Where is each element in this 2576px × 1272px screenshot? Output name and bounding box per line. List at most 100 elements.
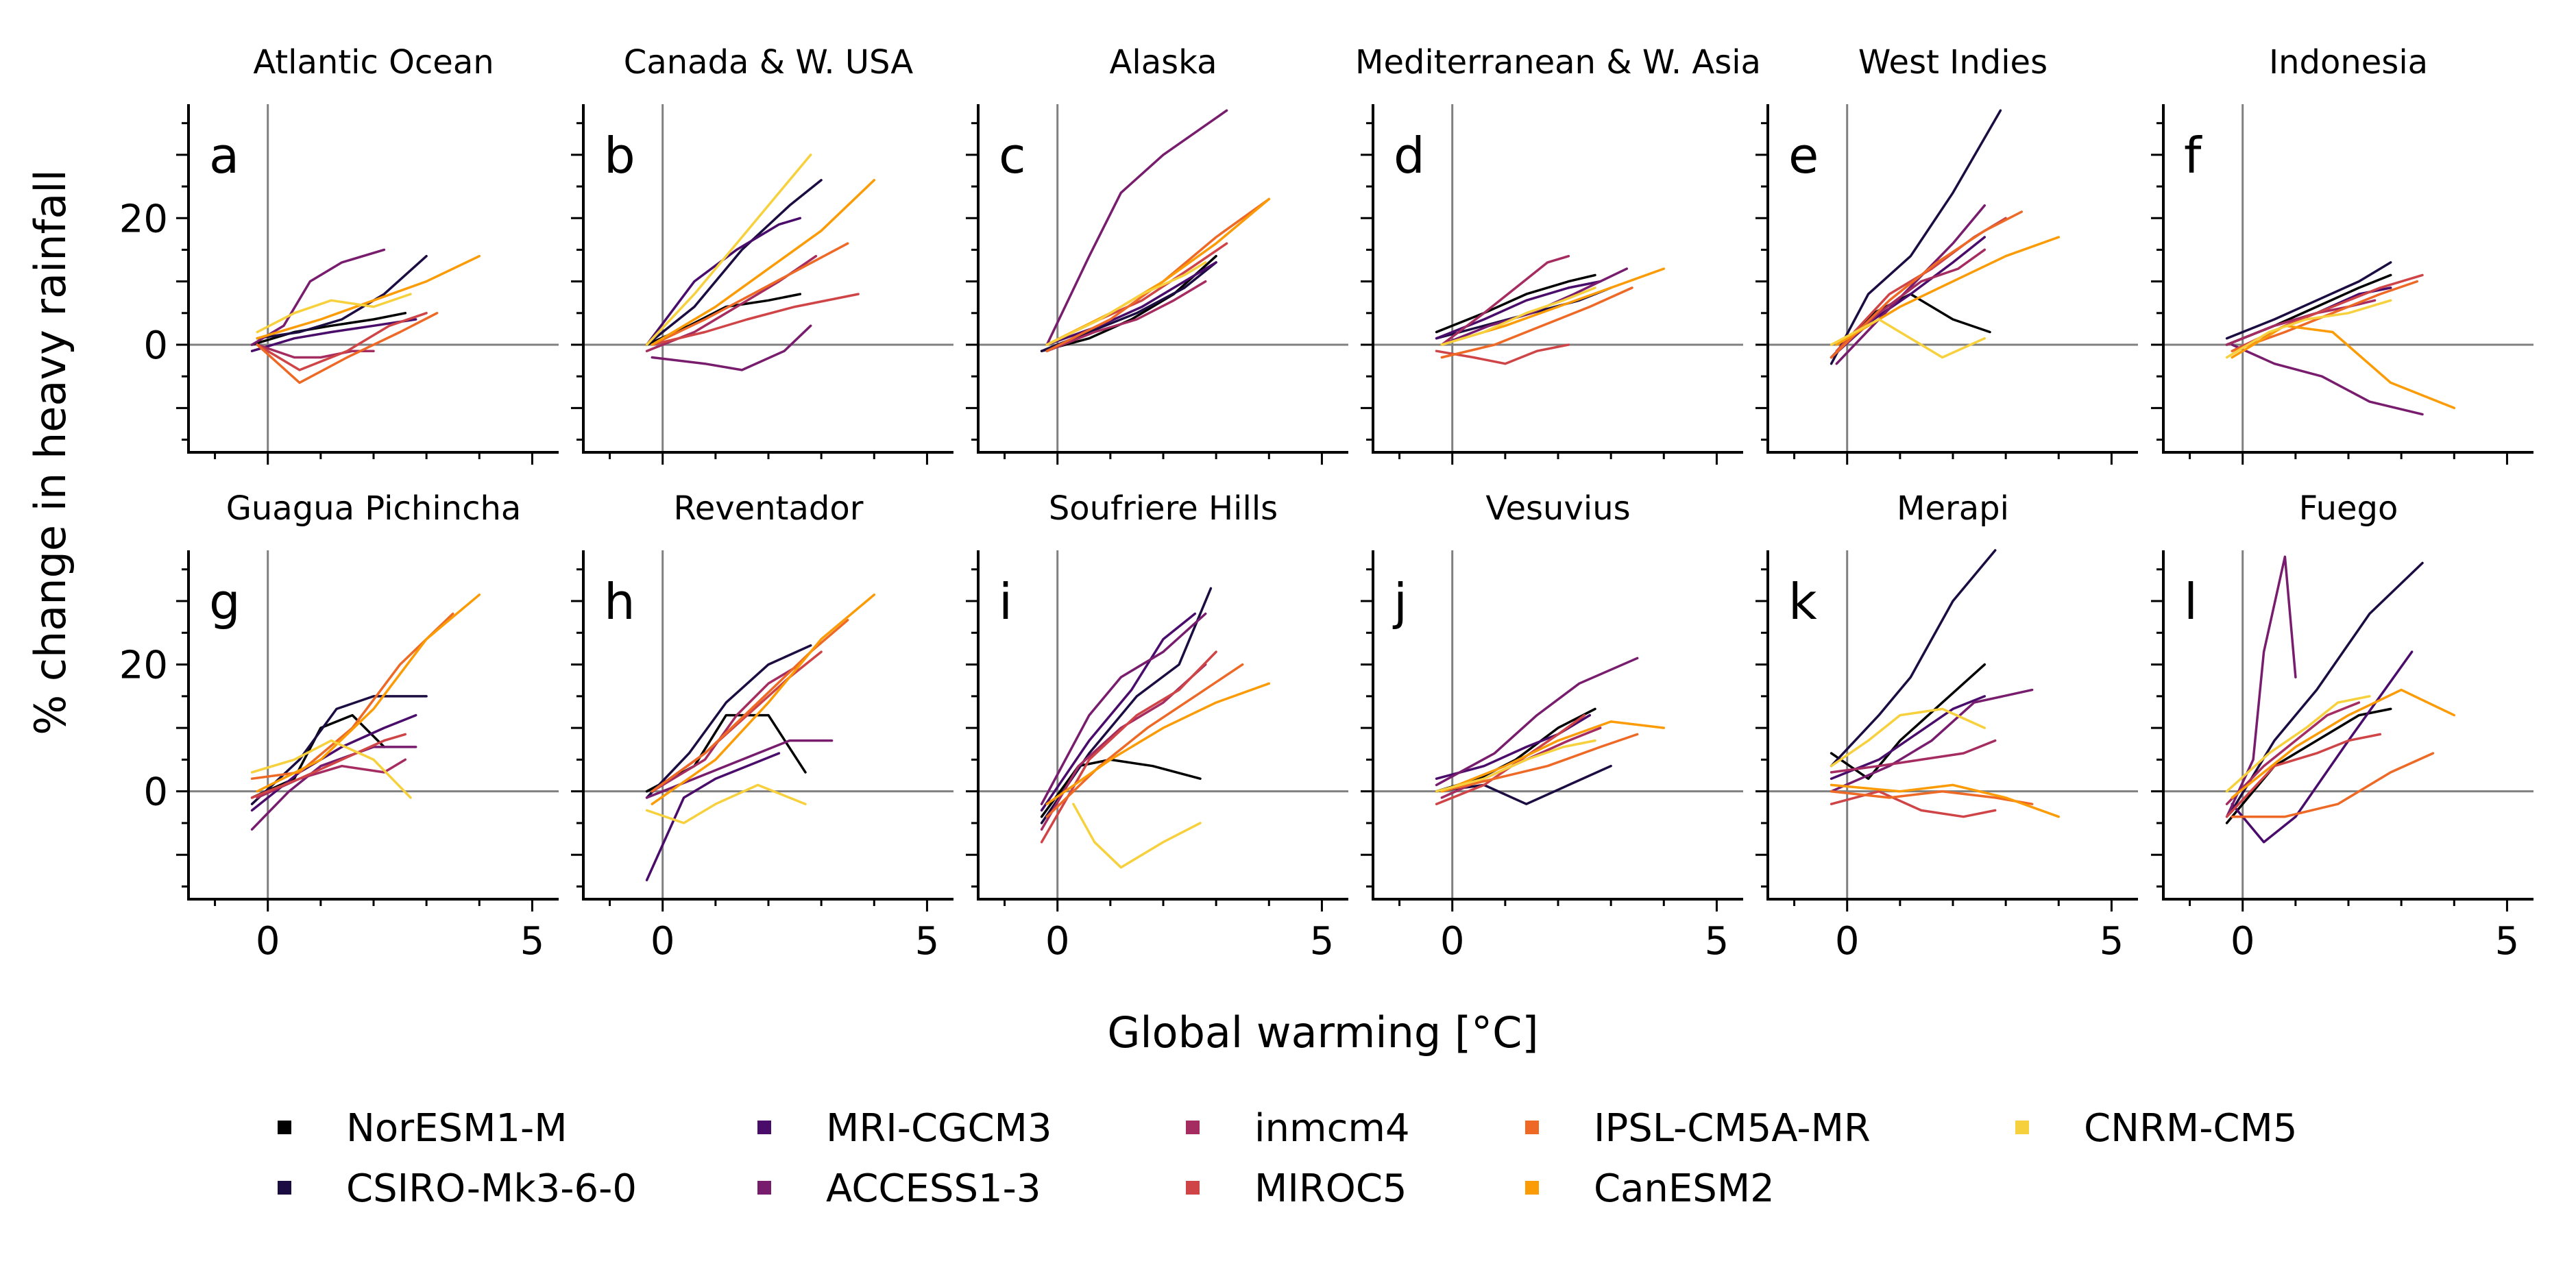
series-line-canesm2 xyxy=(1440,720,1666,793)
series-line-canesm2 xyxy=(1045,197,1271,346)
series-line-inmcm4 xyxy=(1440,254,1570,346)
panel-title: Mediterranean & W. Asia xyxy=(1355,43,1761,82)
series-line-cnrm-cm5 xyxy=(1830,318,1986,359)
series-line-canesm2 xyxy=(1045,682,1271,805)
series-line-miroc5 xyxy=(1040,650,1217,844)
panel-d: Mediterranean & W. Asia d xyxy=(1355,43,1761,465)
series-line-inmcm4 xyxy=(1045,280,1207,352)
panel-title: Atlantic Ocean xyxy=(253,43,494,82)
series-line-miroc5 xyxy=(651,293,860,346)
legend-swatch xyxy=(1525,1121,1539,1134)
series-line-ipsl-cm5a-mr xyxy=(2231,280,2419,352)
series-line-noresm1-m xyxy=(250,713,386,799)
panel-title: West Indies xyxy=(1858,43,2048,82)
panel-f: Indonesia f xyxy=(2151,43,2534,465)
panel-letter: i xyxy=(999,573,1012,631)
legend-label: MIROC5 xyxy=(1254,1166,1407,1211)
legend: NorESM1-M CSIRO-Mk3-6-0 MRI-CGCM3 ACCESS1-3… xyxy=(278,1106,2297,1211)
series-line-mri-cgcm3 xyxy=(250,318,417,352)
series-line-ipsl-cm5a-mr xyxy=(1440,286,1633,359)
panel-title: Vesuvius xyxy=(1485,489,1630,528)
panel-j: Vesuvius 0 5 j xyxy=(1361,489,1743,964)
series-line-mri-cgcm3 xyxy=(1045,261,1217,346)
series-line-cnrm-cm5 xyxy=(2225,299,2392,359)
series-line-access1-3 xyxy=(2231,343,2424,416)
series-line-cnrm-cm5 xyxy=(256,293,412,334)
series-line-canesm2 xyxy=(1830,783,2061,818)
x-tick-label: 0 xyxy=(1045,919,1070,964)
panel-letter: c xyxy=(999,127,1026,184)
x-tick-label: 5 xyxy=(2495,919,2520,964)
x-tick-label: 5 xyxy=(1705,919,1729,964)
series-line-access1-3 xyxy=(250,746,417,831)
panel-letter: b xyxy=(604,127,635,184)
panel-e: West Indies e xyxy=(1755,43,2138,465)
x-tick-label: 0 xyxy=(2231,919,2255,964)
series-line-access1-3 xyxy=(1435,657,1639,787)
x-tick-label: 5 xyxy=(915,919,940,964)
series-line-ipsl-cm5a-mr xyxy=(1440,733,1639,793)
series-line-cnrm-cm5 xyxy=(1435,739,1596,793)
x-axis-label: Global warming [°C] xyxy=(1107,1007,1538,1057)
series-line-cnrm-cm5 xyxy=(1072,803,1202,869)
series-line-canesm2 xyxy=(651,179,876,346)
series-line-access1-3 xyxy=(651,324,812,371)
panel-title: Indonesia xyxy=(2269,43,2428,82)
panel-title: Fuego xyxy=(2299,489,2398,528)
legend-swatch xyxy=(278,1181,291,1195)
x-tick-label: 0 xyxy=(1440,919,1465,964)
panel-letter: g xyxy=(209,573,241,631)
legend-swatch xyxy=(2015,1121,2029,1134)
legend-label: inmcm4 xyxy=(1254,1106,1410,1151)
series-line-cnrm-cm5 xyxy=(1045,261,1207,346)
series-line-mri-cgcm3 xyxy=(645,217,802,346)
legend-label: NorESM1-M xyxy=(346,1106,568,1151)
y-tick-label: 0 xyxy=(143,770,168,815)
panel-letter: a xyxy=(209,127,239,184)
series-line-cnrm-cm5 xyxy=(1830,707,1986,768)
series-line-noresm1-m xyxy=(1435,707,1596,793)
series-line-mri-cgcm3 xyxy=(1040,612,1197,812)
panel-title: Guagua Pichincha xyxy=(226,489,522,528)
series-line-canesm2 xyxy=(651,594,876,805)
legend-label: CanESM2 xyxy=(1594,1166,1775,1211)
series-line-ipsl-cm5a-mr xyxy=(1045,663,1244,818)
panel-title: Canada & W. USA xyxy=(624,43,914,82)
legend-item: CSIRO-Mk3-6-0 xyxy=(278,1166,637,1211)
x-tick-label: 5 xyxy=(1310,919,1335,964)
panel-letter: k xyxy=(1788,573,1817,631)
series-line-csiro-mk3-6-0 xyxy=(2231,561,2424,812)
legend-item: inmcm4 xyxy=(1186,1106,1410,1151)
x-tick-label: 5 xyxy=(2100,919,2124,964)
panel-title: Reventador xyxy=(674,489,864,528)
panel-i: Soufriere Hills 0 5 i xyxy=(966,489,1348,964)
panel-title: Merapi xyxy=(1897,489,2009,528)
series-line-canesm2 xyxy=(2231,324,2456,410)
legend-item: IPSL-CM5A-MR xyxy=(1525,1106,1871,1151)
series-line-canesm2 xyxy=(256,594,481,793)
y-tick-label: 0 xyxy=(143,323,168,368)
series-line-ipsl-cm5a-mr xyxy=(1830,790,2034,805)
series-line-access1-3 xyxy=(2225,555,2297,818)
legend-item: MIROC5 xyxy=(1186,1166,1407,1211)
series-line-mri-cgcm3 xyxy=(1830,695,1986,780)
series-line-mri-cgcm3 xyxy=(2231,650,2414,844)
series-line-miroc5 xyxy=(1045,242,1228,346)
panel-title: Alaska xyxy=(1110,43,1217,82)
panel-letter: l xyxy=(2184,573,2198,631)
y-tick-label: 20 xyxy=(119,644,168,688)
series-line-csiro-mk3-6-0 xyxy=(1830,549,1997,768)
y-tick-label: 20 xyxy=(119,197,168,241)
legend-swatch xyxy=(1186,1121,1200,1134)
series-line-cnrm-cm5 xyxy=(1440,286,1596,346)
legend-swatch xyxy=(1186,1181,1200,1195)
series-line-miroc5 xyxy=(250,733,407,799)
panel-letter: e xyxy=(1788,127,1819,184)
series-line-csiro-mk3-6-0 xyxy=(645,179,823,346)
series-line-access1-3 xyxy=(1835,204,1986,365)
series-line-miroc5 xyxy=(256,312,428,371)
series-line-canesm2 xyxy=(2231,688,2456,799)
x-tick-label: 5 xyxy=(520,919,545,964)
panel-k: Merapi 0 5 k xyxy=(1755,489,2138,964)
